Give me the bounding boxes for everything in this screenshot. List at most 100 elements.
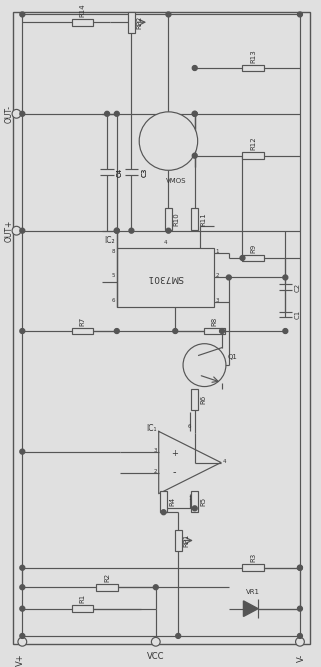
Text: 3: 3 [215,297,219,303]
Text: 4: 4 [164,240,167,245]
Text: R10: R10 [174,212,180,226]
Text: C3: C3 [141,167,147,177]
Text: 2: 2 [215,273,219,278]
Circle shape [283,275,288,280]
Circle shape [226,275,231,280]
Circle shape [220,329,224,334]
Circle shape [298,566,302,570]
Text: V-: V- [297,654,307,662]
Text: RP1: RP1 [184,534,189,547]
Text: SM7301: SM7301 [147,273,184,282]
Text: OUT-: OUT- [4,105,13,123]
Text: R1: R1 [80,594,86,604]
Text: R2: R2 [104,573,110,582]
Circle shape [105,111,109,116]
Circle shape [166,228,171,233]
Circle shape [153,585,158,590]
Circle shape [192,506,197,511]
Bar [204,327,225,334]
Bar [72,327,93,334]
Circle shape [298,12,302,17]
Text: IC₁: IC₁ [146,424,157,433]
Text: 4: 4 [223,458,227,464]
Circle shape [18,638,27,646]
Circle shape [139,112,198,170]
Text: VR1: VR1 [246,589,260,595]
Text: 3: 3 [153,448,157,453]
Text: IC₂: IC₂ [104,236,115,245]
Circle shape [114,111,119,116]
Text: RP2: RP2 [137,15,143,29]
Text: R4: R4 [169,497,175,506]
Text: 2: 2 [153,470,157,474]
Text: R8: R8 [211,316,217,325]
Text: +: + [171,449,178,458]
Bar [191,491,198,512]
Text: 8: 8 [111,249,115,254]
Circle shape [298,566,302,570]
Circle shape [114,329,119,334]
Circle shape [192,111,197,116]
Text: C3: C3 [141,167,147,177]
Text: R11: R11 [200,212,206,226]
Text: R5: R5 [200,497,206,506]
Bar [242,65,264,71]
Bar [160,491,167,512]
Bar [191,208,198,229]
Text: C4: C4 [117,167,123,177]
Circle shape [192,111,197,116]
Text: 5: 5 [111,273,115,278]
Circle shape [12,109,21,118]
Text: R3: R3 [250,553,256,562]
Text: 1: 1 [188,496,192,501]
Circle shape [20,12,25,17]
Bar [191,388,198,410]
Text: 6: 6 [188,424,192,430]
Bar [72,605,93,612]
Circle shape [20,585,25,590]
Text: V+: V+ [16,654,25,666]
Circle shape [20,111,25,116]
Circle shape [166,12,171,17]
Text: R9: R9 [250,243,256,253]
Circle shape [20,566,25,570]
Circle shape [152,638,160,646]
Polygon shape [243,601,258,616]
Circle shape [12,226,21,235]
Bar [242,255,264,261]
Text: R14: R14 [80,3,86,17]
Text: R6: R6 [200,395,206,404]
Text: VMOS: VMOS [166,178,187,184]
Circle shape [161,510,166,515]
Circle shape [129,228,134,233]
Text: Q1: Q1 [228,354,238,360]
Text: R7: R7 [80,316,86,325]
Bar [242,564,264,571]
Circle shape [176,634,181,638]
Text: 6: 6 [111,297,115,303]
Circle shape [173,329,178,334]
Circle shape [114,228,119,233]
Circle shape [298,606,302,611]
Circle shape [296,638,304,646]
Bar [165,208,172,229]
Text: C1: C1 [295,310,301,319]
Circle shape [298,634,302,638]
Bar [72,19,93,25]
Text: VCC: VCC [147,652,165,660]
Circle shape [20,449,25,454]
Circle shape [20,634,25,638]
Circle shape [240,255,245,260]
Text: R12: R12 [250,137,256,150]
Text: R13: R13 [250,49,256,63]
Circle shape [283,329,288,334]
Text: OUT+: OUT+ [4,219,13,242]
Circle shape [20,228,25,233]
Circle shape [192,153,197,158]
Text: C2: C2 [295,283,301,291]
Bar [175,530,182,551]
Bar [117,248,214,307]
Bar [242,152,264,159]
Text: C4: C4 [117,167,123,177]
Circle shape [192,65,197,71]
